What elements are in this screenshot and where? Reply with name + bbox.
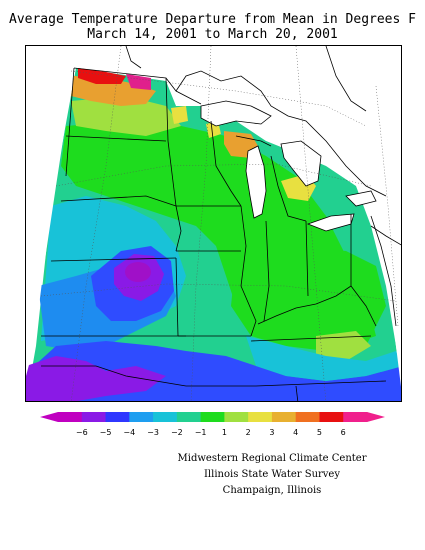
legend-tick-label: −6 <box>76 428 88 437</box>
legend-tick-label: 2 <box>246 428 251 437</box>
lake-superior <box>200 100 272 127</box>
legend-tick-label: 3 <box>269 428 274 437</box>
temperature-departure-map <box>26 46 401 401</box>
legend-tick-label: 6 <box>341 428 346 437</box>
zone-yellow-canada <box>171 106 188 124</box>
lake-ontario <box>345 190 377 207</box>
credit-line-2: Illinois State Water Survey <box>203 469 340 480</box>
map-frame <box>25 45 402 402</box>
legend-tick-label: 1 <box>222 428 227 437</box>
zone-magenta-north <box>126 74 151 90</box>
outside-domain-east <box>371 226 401 387</box>
map-title-line-1: Average Temperature Departure from Mean … <box>9 12 416 27</box>
legend-swatch <box>248 412 273 422</box>
legend-swatch <box>224 412 249 422</box>
lake-huron <box>280 140 322 187</box>
legend-swatch <box>81 412 107 422</box>
legend-tick-label: 5 <box>317 428 322 437</box>
legend-arrow-right <box>367 412 385 422</box>
legend-swatch <box>176 412 202 422</box>
legend-swatch <box>129 412 154 422</box>
legend-tick-labels: −6 −5 −4 −3 −2 −1 1 2 3 4 5 6 <box>76 428 346 437</box>
zone-purple-deep-core <box>125 262 151 282</box>
legend-swatch <box>200 412 225 422</box>
state-borders <box>41 46 401 401</box>
credit-line-3: Champaign, Illinois <box>222 485 322 496</box>
legend-bar <box>40 412 385 422</box>
legend-tick-label: −2 <box>171 428 183 437</box>
map-title-line-2: March 14, 2001 to March 20, 2001 <box>87 27 338 42</box>
zone-cyan-southeast <box>246 336 401 381</box>
legend-swatch <box>58 412 83 422</box>
legend-swatch <box>295 412 320 422</box>
graticule <box>40 46 399 401</box>
outside-domain-west <box>26 46 76 376</box>
zone-purple-southwest <box>26 356 166 401</box>
legend-swatch <box>153 412 178 422</box>
legend-tick-label: −4 <box>123 428 135 437</box>
legend-swatch <box>319 412 344 422</box>
zone-orange-north <box>71 76 156 106</box>
zone-yellowgreen-north <box>71 96 181 136</box>
legend-tick-label: −1 <box>195 428 207 437</box>
zone-red-north <box>78 68 126 84</box>
canada-no-data <box>76 46 401 245</box>
legend-swatch <box>343 412 368 422</box>
legend-swatch <box>271 412 297 422</box>
zone-yellowgreen-ohio <box>316 331 371 361</box>
legend-swatch <box>105 412 130 422</box>
legend-arrow-left <box>40 412 58 422</box>
legend-tick-label: 4 <box>293 428 298 437</box>
zone-green-east <box>231 246 386 351</box>
color-legend: −6 −5 −4 −3 −2 −1 1 2 3 4 5 6 <box>40 412 385 437</box>
legend-tick-label: −3 <box>147 428 159 437</box>
legend-tick-label: −5 <box>100 428 112 437</box>
lake-michigan <box>245 145 267 219</box>
credit-line-1: Midwestern Regional Climate Center <box>177 453 367 464</box>
lake-erie <box>306 213 355 232</box>
